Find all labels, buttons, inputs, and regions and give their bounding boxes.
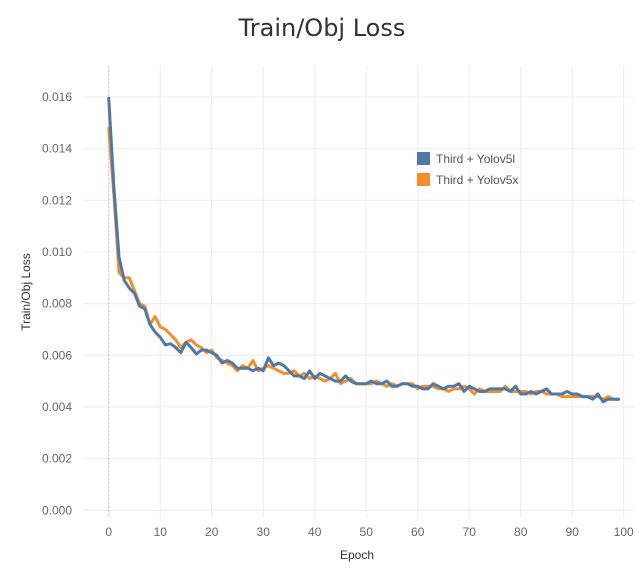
x-tick-label: 10 (154, 525, 168, 539)
legend: Third + Yolov5l Third + Yolov5x (417, 152, 518, 187)
x-tick-label: 100 (614, 525, 634, 539)
series-line-0 (107, 96, 621, 404)
y-tick-label: 0.006 (42, 348, 72, 362)
y-tick-label: 0.004 (42, 400, 72, 414)
y-axis-label: Train/Obj Loss (19, 253, 33, 331)
y-tick-label: 0.016 (42, 90, 72, 104)
x-gridlines (108, 66, 625, 518)
x-tick-label: 60 (411, 525, 425, 539)
x-tick-label: 30 (257, 525, 271, 539)
legend-swatch-1 (417, 173, 430, 186)
x-tick-label: 40 (308, 525, 322, 539)
legend-swatch-0 (417, 152, 430, 165)
x-tick-label: 0 (105, 525, 112, 539)
x-tick-label: 80 (514, 525, 528, 539)
x-tick-label: 70 (463, 525, 477, 539)
y-tick-label: 0.012 (42, 193, 72, 207)
y-tick-label: 0.010 (42, 245, 72, 259)
series-lines (107, 96, 621, 404)
series-line-1 (107, 126, 621, 401)
y-tick-label: 0.000 (42, 503, 72, 517)
x-tick-label: 50 (360, 525, 374, 539)
x-tick-label: 90 (566, 525, 580, 539)
legend-label-1: Third + Yolov5x (436, 173, 518, 187)
x-axis-label: Epoch (340, 548, 374, 562)
x-tick-labels: 0 10 20 30 40 50 60 70 80 90 100 (105, 525, 634, 539)
y-tick-label: 0.008 (42, 297, 72, 311)
legend-label-0: Third + Yolov5l (436, 152, 515, 166)
chart-title: Train/Obj Loss (238, 14, 406, 42)
x-tick-label: 20 (205, 525, 219, 539)
y-gridlines (83, 96, 634, 511)
y-tick-label: 0.002 (42, 452, 72, 466)
y-tick-labels: 0.000 0.002 0.004 0.006 0.008 0.010 0.012 0.014… (42, 90, 72, 517)
y-tick-label: 0.014 (42, 142, 72, 156)
